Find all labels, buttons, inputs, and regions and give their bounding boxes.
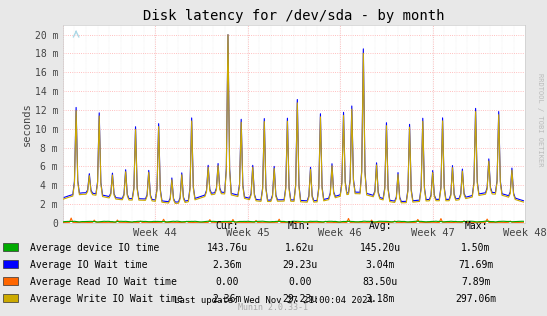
Text: Munin 2.0.33-1: Munin 2.0.33-1 [238,303,309,312]
Text: 3.18m: 3.18m [365,294,395,304]
Text: 1.62u: 1.62u [285,243,315,253]
Text: 29.23u: 29.23u [282,294,317,304]
Text: 2.36m: 2.36m [212,294,242,304]
Text: 0.00: 0.00 [288,277,311,287]
Text: Average IO Wait time: Average IO Wait time [30,260,148,270]
Text: Average Read IO Wait time: Average Read IO Wait time [30,277,177,287]
Text: 83.50u: 83.50u [363,277,398,287]
Text: Average Write IO Wait time: Average Write IO Wait time [30,294,183,304]
Text: Last update: Wed Nov 27 21:00:04 2024: Last update: Wed Nov 27 21:00:04 2024 [174,296,373,305]
Text: 1.50m: 1.50m [461,243,491,253]
Text: 145.20u: 145.20u [359,243,401,253]
Text: 2.36m: 2.36m [212,260,242,270]
Text: 297.06m: 297.06m [455,294,497,304]
Text: 29.23u: 29.23u [282,260,317,270]
Text: Max:: Max: [464,221,487,231]
Text: Cur:: Cur: [216,221,238,231]
Text: RRDTOOL / TOBI OETIKER: RRDTOOL / TOBI OETIKER [537,73,543,167]
Y-axis label: seconds: seconds [22,102,32,146]
Text: Average device IO time: Average device IO time [30,243,159,253]
Text: 7.89m: 7.89m [461,277,491,287]
Text: 0.00: 0.00 [216,277,238,287]
Text: 71.69m: 71.69m [458,260,493,270]
Title: Disk latency for /dev/sda - by month: Disk latency for /dev/sda - by month [143,9,445,23]
Text: 143.76u: 143.76u [206,243,248,253]
Text: Min:: Min: [288,221,311,231]
Text: Avg:: Avg: [369,221,392,231]
Text: 3.04m: 3.04m [365,260,395,270]
